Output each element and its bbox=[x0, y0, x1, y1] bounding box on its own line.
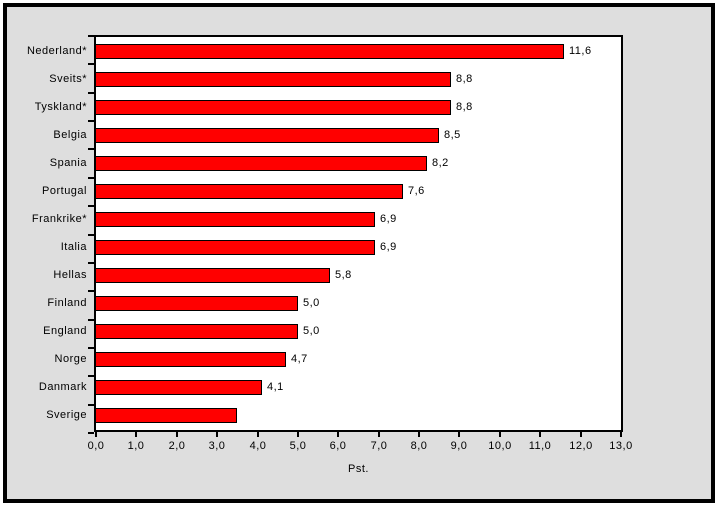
bar bbox=[96, 380, 262, 395]
x-tick-label: 7,0 bbox=[370, 440, 388, 452]
x-tick-mark bbox=[539, 432, 541, 437]
bar bbox=[96, 268, 330, 283]
bar bbox=[96, 72, 451, 87]
bar bbox=[96, 128, 439, 143]
x-axis-title: Pst. bbox=[348, 463, 369, 475]
value-label: 6,9 bbox=[380, 213, 397, 225]
value-label: 4,1 bbox=[267, 381, 284, 393]
x-tick-mark bbox=[176, 432, 178, 437]
y-tick-mark bbox=[88, 347, 94, 349]
x-tick-label: 2,0 bbox=[168, 440, 186, 452]
x-tick-label: 12,0 bbox=[569, 440, 593, 452]
category-label: Nederland* bbox=[26, 45, 87, 57]
y-tick-mark bbox=[88, 262, 94, 264]
x-tick-label: 1,0 bbox=[127, 440, 145, 452]
x-tick-label: 3,0 bbox=[208, 440, 226, 452]
x-tick-label: 6,0 bbox=[329, 440, 347, 452]
bar bbox=[96, 184, 403, 199]
y-tick-mark bbox=[88, 63, 94, 65]
y-tick-mark bbox=[88, 432, 94, 434]
category-label: Tyskland* bbox=[34, 101, 87, 113]
y-tick-mark bbox=[88, 148, 94, 150]
bar bbox=[96, 212, 375, 227]
x-tick-mark bbox=[418, 432, 420, 437]
x-tick-mark bbox=[297, 432, 299, 437]
bar bbox=[96, 156, 427, 171]
value-label: 6,9 bbox=[380, 241, 397, 253]
value-label: 8,2 bbox=[432, 157, 449, 169]
plot-area: 11,6 8,8 8,8 8,5 8,2 7,6 6,9 6,9 5,8 5,0 5,0 4,7 4,1 bbox=[94, 35, 623, 432]
value-label: 5,0 bbox=[303, 297, 320, 309]
category-label: Hellas bbox=[53, 269, 87, 281]
x-tick-label: 5,0 bbox=[289, 440, 307, 452]
x-tick-mark bbox=[378, 432, 380, 437]
value-label: 11,6 bbox=[569, 45, 592, 57]
x-tick-label: 10,0 bbox=[488, 440, 512, 452]
x-tick-mark bbox=[499, 432, 501, 437]
value-label: 8,8 bbox=[456, 101, 473, 113]
category-label: Sverige bbox=[46, 409, 87, 421]
x-tick-label: 4,0 bbox=[249, 440, 267, 452]
x-tick-mark bbox=[458, 432, 460, 437]
y-tick-mark bbox=[88, 319, 94, 321]
category-label: Italia bbox=[60, 241, 87, 253]
x-tick-label: 11,0 bbox=[528, 440, 552, 452]
category-label: Danmark bbox=[38, 381, 87, 393]
category-label: Norge bbox=[54, 353, 87, 365]
x-tick-label: 13,0 bbox=[609, 440, 633, 452]
y-tick-mark bbox=[88, 234, 94, 236]
value-label: 4,7 bbox=[291, 353, 308, 365]
value-label: 5,0 bbox=[303, 325, 320, 337]
y-tick-mark bbox=[88, 375, 94, 377]
category-label: Sveits* bbox=[49, 73, 87, 85]
y-tick-mark bbox=[88, 177, 94, 179]
bar bbox=[96, 324, 298, 339]
y-tick-mark bbox=[88, 404, 94, 406]
bar bbox=[96, 408, 237, 423]
x-tick-mark bbox=[257, 432, 259, 437]
value-label: 8,8 bbox=[456, 73, 473, 85]
value-label: 7,6 bbox=[408, 185, 425, 197]
x-tick-label: 8,0 bbox=[410, 440, 428, 452]
y-tick-mark bbox=[88, 120, 94, 122]
x-tick-mark bbox=[216, 432, 218, 437]
y-tick-mark bbox=[88, 205, 94, 207]
bar bbox=[96, 44, 564, 59]
category-label: Portugal bbox=[42, 185, 87, 197]
bar bbox=[96, 296, 298, 311]
category-label: Frankrike* bbox=[31, 213, 87, 225]
bar bbox=[96, 240, 375, 255]
category-label: Spania bbox=[49, 157, 87, 169]
category-label: Belgia bbox=[53, 129, 87, 141]
x-tick-mark bbox=[580, 432, 582, 437]
x-tick-mark bbox=[95, 432, 97, 437]
x-tick-label: 9,0 bbox=[450, 440, 468, 452]
y-tick-mark bbox=[88, 92, 94, 94]
x-tick-mark bbox=[337, 432, 339, 437]
value-label: 8,5 bbox=[444, 129, 461, 141]
bar bbox=[96, 352, 286, 367]
bar bbox=[96, 100, 451, 115]
value-label: 5,8 bbox=[335, 269, 352, 281]
x-tick-label: 0,0 bbox=[87, 440, 105, 452]
x-tick-mark bbox=[620, 432, 622, 437]
y-tick-mark bbox=[88, 35, 94, 37]
category-label: England bbox=[43, 325, 87, 337]
category-label: Finland bbox=[47, 297, 87, 309]
x-tick-mark bbox=[135, 432, 137, 437]
y-tick-mark bbox=[88, 290, 94, 292]
